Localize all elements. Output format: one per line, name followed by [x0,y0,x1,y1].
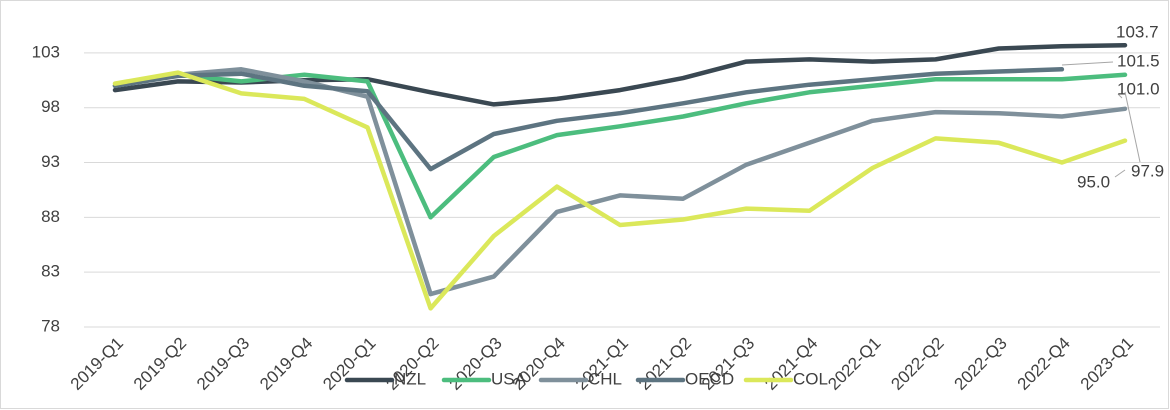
legend-label: COL [793,369,828,388]
data-label: 95.0 [1077,172,1110,191]
data-label: 103.7 [1116,22,1159,41]
leader-line [1114,169,1126,178]
y-tick-label: 83 [41,262,60,281]
series-line [112,70,1128,311]
y-tick-label: 93 [41,152,60,171]
legend-label: OECD [685,369,734,388]
y-tick-label: 98 [41,97,60,116]
data-label: 101.0 [1117,79,1160,98]
series-line [112,67,1065,172]
leader-line [1124,91,1141,163]
legend-label: CHL [588,369,622,388]
series-line [112,67,1128,297]
data-label: 101.5 [1117,51,1160,70]
y-tick-label: 103 [32,42,60,61]
y-tick-label: 78 [41,316,60,335]
leader-line [1117,93,1123,99]
data-label: 97.9 [1131,161,1164,180]
legend-label: NZL [394,369,426,388]
legend-label: USA [491,369,527,388]
y-tick-label: 88 [41,207,60,226]
leader-line [1061,61,1114,66]
